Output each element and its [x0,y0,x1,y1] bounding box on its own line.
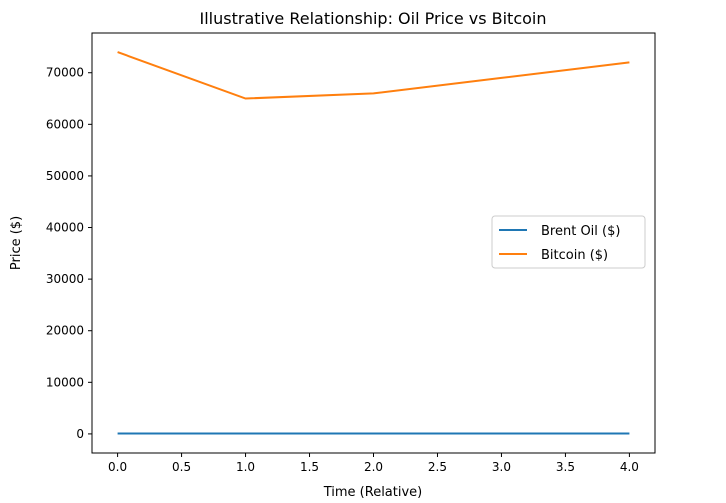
x-tick-label: 1.5 [300,460,319,474]
x-tick-label: 2.5 [428,460,447,474]
legend-label: Brent Oil ($) [541,224,620,239]
x-tick-label: 1.0 [236,460,255,474]
legend-box [491,215,646,269]
x-tick-label: 4.0 [620,460,639,474]
y-tick-label: 0 [76,427,84,441]
legend: Brent Oil ($) Bitcoin ($) [491,215,646,269]
y-tick-label: 50000 [46,169,84,183]
x-tick-label: 3.5 [556,460,575,474]
series-line-bitcoin [117,51,630,100]
x-axis-label: Time (Relative) [323,485,423,500]
y-tick-label: 60000 [46,117,84,131]
plot-frame [91,32,656,454]
x-tick-label: 0.5 [172,460,191,474]
y-tick-label: 40000 [46,221,84,235]
x-tick-label: 2.0 [364,460,383,474]
x-tick-label: 0.0 [108,460,127,474]
y-tick-label: 30000 [46,272,84,286]
y-tick-label: 70000 [46,66,84,80]
y-tick-label: 10000 [46,375,84,389]
y-axis-label: Price ($) [9,216,24,270]
chart-title: Illustrative Relationship: Oil Price vs … [200,9,547,28]
x-tick-label: 3.0 [492,460,511,474]
y-tick-label: 20000 [46,324,84,338]
legend-label: Bitcoin ($) [541,248,608,263]
